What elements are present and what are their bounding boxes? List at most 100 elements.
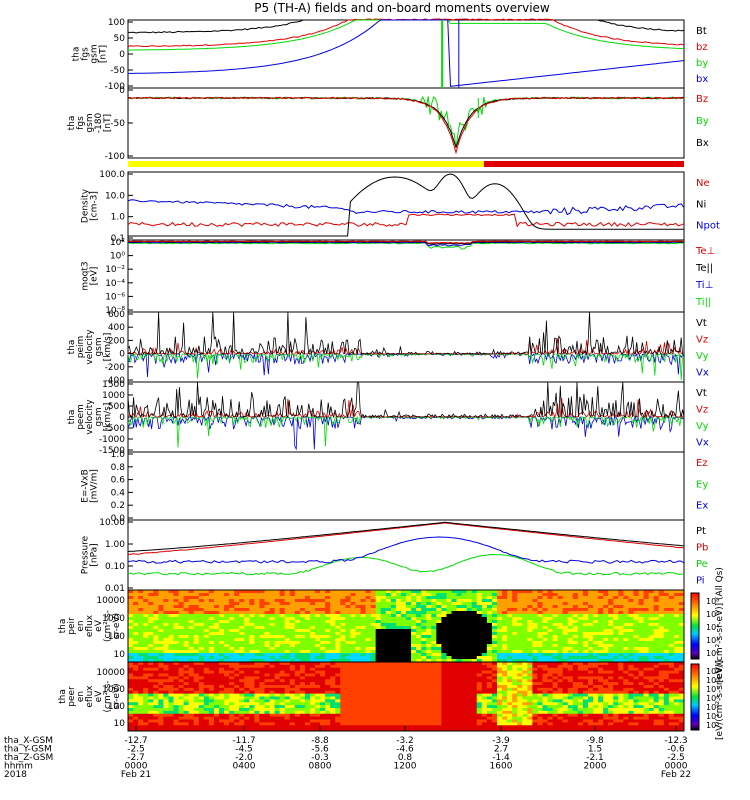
heatmap-cell: [183, 705, 190, 709]
heatmap-cell: [481, 590, 488, 594]
heatmap-cell: [138, 599, 144, 603]
heatmap-cell: [400, 725, 407, 729]
heatmap-9: [127, 589, 685, 663]
heatmap-cell: [643, 650, 650, 654]
heatmap-cell: [138, 629, 144, 633]
heatmap-cell: [461, 702, 468, 706]
heatmap-cell: [390, 693, 397, 697]
heatmap-cell: [173, 593, 180, 597]
heatmap-cell: [638, 644, 645, 648]
heatmap-cell: [451, 623, 458, 627]
heatmap-cell: [547, 725, 554, 729]
heatmap-cell: [557, 626, 564, 630]
heatmap-cell: [441, 629, 447, 633]
heatmap-cell: [168, 713, 174, 718]
heatmap-cell: [517, 719, 523, 723]
heatmap-cell: [274, 620, 281, 624]
heatmap-cell: [441, 696, 447, 700]
heatmap-cell: [476, 682, 483, 686]
heatmap-cell: [218, 623, 225, 627]
heatmap-cell: [416, 614, 422, 618]
heatmap-cell: [451, 614, 458, 618]
heatmap-cell: [456, 713, 463, 718]
heatmap-cell: [138, 719, 144, 723]
heatmap-cell: [269, 728, 276, 732]
heatmap-cell: [213, 696, 220, 700]
heatmap-cell: [441, 713, 447, 718]
heatmap-cell: [315, 602, 321, 606]
heatmap-cell: [198, 590, 205, 594]
heatmap-cell: [395, 644, 402, 648]
heatmap-cell: [668, 611, 675, 615]
heatmap-cell: [259, 653, 265, 657]
heatmap-cell: [593, 596, 599, 600]
heatmap-cell: [451, 659, 458, 663]
heatmap-cell: [421, 705, 427, 709]
heatmap-cell: [471, 662, 478, 666]
heatmap-cell: [658, 629, 665, 633]
heatmap-cell: [163, 702, 169, 706]
heatmap-cell: [309, 599, 316, 603]
heatmap-cell: [436, 614, 442, 618]
heatmap-cell: [436, 664, 442, 669]
heatmap-cell: [264, 602, 271, 606]
heatmap-cell: [532, 644, 538, 648]
heatmap-cell: [340, 702, 346, 706]
heatmap-cell: [163, 599, 169, 603]
heatmap-cell: [491, 716, 498, 720]
heatmap-cell: [198, 656, 205, 660]
heatmap-cell: [320, 719, 326, 723]
heatmap-cell: [481, 626, 488, 630]
heatmap-cell: [153, 676, 159, 680]
heatmap-cell: [183, 728, 190, 732]
heatmap-cell: [269, 596, 276, 600]
heatmap-cell: [648, 611, 655, 615]
heatmap-cell: [370, 596, 377, 600]
heatmap-cell: [335, 593, 341, 597]
heatmap-cell: [299, 635, 306, 639]
heatmap-cell: [178, 696, 185, 700]
heatmap-cell: [234, 667, 240, 672]
heatmap-cell: [208, 590, 215, 594]
heatmap-cell: [133, 632, 139, 636]
heatmap-cell: [628, 614, 634, 618]
heatmap-cell: [496, 632, 503, 636]
heatmap-cell: [552, 719, 559, 723]
heatmap-cell: [562, 626, 569, 630]
heatmap-cell: [461, 659, 468, 663]
heatmap-cell: [426, 623, 432, 627]
heatmap-cell: [451, 647, 458, 651]
heatmap-cell: [355, 602, 362, 606]
heatmap-cell: [370, 608, 377, 612]
heatmap-cell: [623, 599, 629, 603]
heatmap-cell: [239, 664, 245, 669]
heatmap-cell: [678, 656, 685, 660]
heatmap-cell: [143, 590, 149, 594]
heatmap-cell: [507, 710, 513, 715]
heatmap-cell: [441, 690, 447, 695]
heatmap-cell: [315, 620, 321, 624]
heatmap-cell: [582, 638, 589, 642]
heatmap-cell: [148, 629, 154, 633]
heatmap-cell: [598, 659, 604, 663]
heatmap-cell: [527, 620, 533, 624]
heatmap-cell: [537, 644, 543, 648]
heatmap-cell: [380, 690, 387, 695]
heatmap-cell: [426, 699, 432, 703]
heatmap-cell: [208, 667, 215, 672]
heatmap-cell: [441, 593, 447, 597]
heatmap-cell: [385, 673, 392, 677]
heatmap-cell: [158, 599, 164, 603]
heatmap-cell: [183, 653, 190, 657]
heatmap-cell: [380, 605, 387, 609]
heatmap-cell: [532, 599, 538, 603]
heatmap-cell: [299, 653, 306, 657]
heatmap-cell: [299, 693, 306, 697]
heatmap-cell: [618, 602, 624, 606]
heatmap-cell: [218, 650, 225, 654]
heatmap-cell: [663, 617, 670, 621]
heatmap-cell: [411, 696, 417, 700]
heatmap-cell: [370, 620, 377, 624]
heatmap-cell: [299, 650, 306, 654]
heatmap-cell: [330, 673, 336, 677]
